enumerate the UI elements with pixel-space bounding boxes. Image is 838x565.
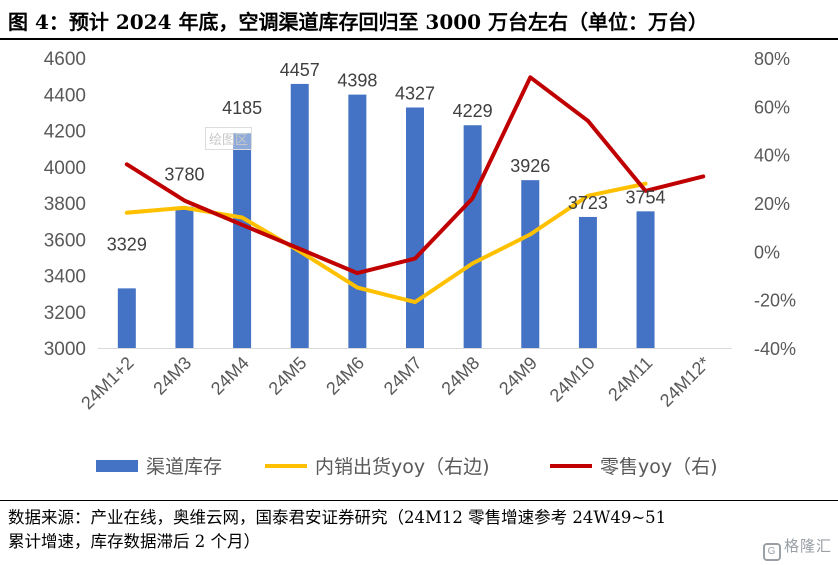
retail-yoy-line xyxy=(124,75,706,276)
x-tick-label: 24M3 xyxy=(149,353,195,399)
bar-series-inventory xyxy=(117,83,655,349)
bar-value-label: 3754 xyxy=(626,187,666,207)
x-tick-label: 24M1+2 xyxy=(77,353,138,414)
inventory-bar xyxy=(233,133,252,348)
bar-value-label: 4398 xyxy=(337,71,377,91)
y-left-tick-label: 4000 xyxy=(44,158,86,179)
bar-value-label: 4185 xyxy=(222,98,262,118)
inventory-bar xyxy=(290,83,309,348)
y-right-tick-label: 0% xyxy=(754,242,780,262)
inventory-bar xyxy=(463,125,482,349)
y-right-tick-label: -20% xyxy=(754,291,796,311)
y-right-tick-label: 80% xyxy=(754,49,790,69)
y-right-tick-label: 20% xyxy=(754,194,790,214)
logo-text: 格隆汇 xyxy=(783,538,832,555)
y-left-tick-label: 3200 xyxy=(44,303,86,324)
y-right-tick-label: 40% xyxy=(754,146,790,166)
x-tick-label: 24M7 xyxy=(380,353,426,399)
bar-value-label: 4327 xyxy=(395,83,435,103)
x-tick-label: 24M5 xyxy=(265,353,311,399)
x-axis-ticks: 24M1+2 24M3 24M4 24M5 24M6 24M7 24M8 24M9 24M10 2… xyxy=(77,353,714,414)
y-left-tick-label: 4400 xyxy=(44,85,86,106)
bar-value-label: 3723 xyxy=(568,193,608,213)
legend-swatch-inventory xyxy=(96,460,138,472)
data-labels: 3329 3780 4185 4457 4398 4327 4229 3926 3723 3754 xyxy=(107,60,666,254)
source-line-1: 数据来源：产业在线，奥维云网，国泰君安证券研究（24M12 零售增速参考 24W… xyxy=(8,508,667,527)
legend: 渠道库存 内销出货yoy（右边) 零售yoy（右) xyxy=(96,456,718,478)
figure-title: 图 4：预计 2024 年底，空调渠道库存回归至 3000 万台左右（单位：万台… xyxy=(8,10,709,34)
inventory-bar xyxy=(406,107,424,348)
y-axis-right-ticks: -40% -20% 0% 20% 40% 60% 80% xyxy=(754,49,796,359)
bar-value-label: 4229 xyxy=(453,101,493,121)
y-left-tick-label: 4600 xyxy=(44,49,86,70)
source-line-2: 累计增速，库存数据滞后 2 个月） xyxy=(8,532,260,551)
y-left-tick-label: 4200 xyxy=(44,122,86,143)
inventory-bar xyxy=(117,288,136,348)
inventory-bar xyxy=(578,216,597,348)
inventory-bar xyxy=(636,211,655,348)
x-tick-label: 24M10 xyxy=(546,353,599,406)
inventory-bar xyxy=(521,180,540,348)
bar-value-label: 3926 xyxy=(510,156,550,176)
bar-value-label: 4457 xyxy=(280,60,320,80)
x-tick-label: 24M12* xyxy=(656,353,714,411)
y-left-tick-label: 3400 xyxy=(44,267,86,288)
bar-value-label: 3329 xyxy=(107,234,147,254)
y-right-tick-label: -40% xyxy=(754,339,796,359)
title-underline xyxy=(0,38,838,40)
inventory-bar xyxy=(175,206,194,348)
x-tick-label: 24M6 xyxy=(322,353,368,399)
x-tick-label: 24M9 xyxy=(495,353,541,399)
plot-area-watermark: 绘图区 xyxy=(205,127,253,150)
x-tick-label: 24M4 xyxy=(207,353,253,399)
bar-value-label: 3780 xyxy=(164,165,204,185)
legend-label: 零售yoy（右) xyxy=(600,456,718,478)
legend-label: 内销出货yoy（右边) xyxy=(315,456,490,478)
y-left-tick-label: 3000 xyxy=(44,339,86,360)
chart-canvas: 3329 3780 4185 4457 4398 4327 4229 3926 3723 3754… xyxy=(44,49,796,478)
y-axis-left-ticks: 3000 3200 3400 3600 3800 4000 4200 4400 4600 xyxy=(44,49,86,360)
y-right-tick-label: 60% xyxy=(754,97,790,117)
source-note: 数据来源：产业在线，奥维云网，国泰君安证券研究（24M12 零售增速参考 24W… xyxy=(8,506,834,554)
gelonghui-logo: G 格隆汇 xyxy=(762,535,832,561)
x-tick-label: 24M11 xyxy=(604,353,656,405)
x-tick-label: 24M8 xyxy=(437,353,483,399)
logo-icon: G xyxy=(762,543,781,561)
y-left-tick-label: 3600 xyxy=(44,230,86,251)
y-left-tick-label: 3800 xyxy=(44,194,86,215)
line-series xyxy=(124,75,706,305)
figure-title-bar: 图 4：预计 2024 年底，空调渠道库存回归至 3000 万台左右（单位：万台… xyxy=(0,0,838,40)
source-divider xyxy=(0,500,838,501)
legend-label: 渠道库存 xyxy=(146,456,222,478)
inventory-bar xyxy=(348,94,367,348)
